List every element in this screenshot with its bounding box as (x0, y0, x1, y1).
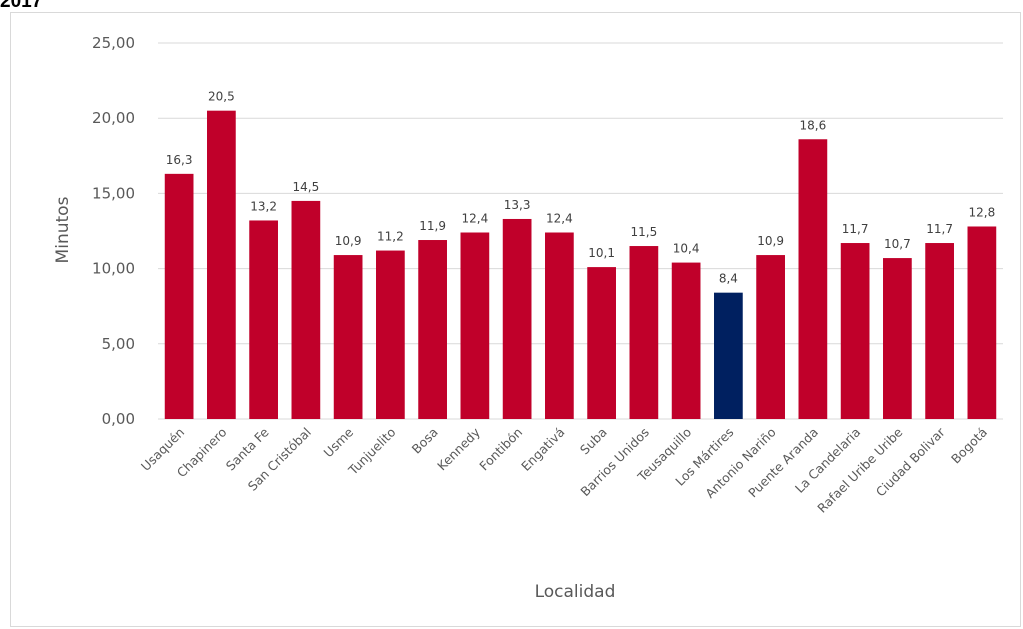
bar (333, 255, 363, 419)
x-tick-label: Bogotá (948, 425, 990, 467)
bar (460, 232, 490, 419)
y-tick-label: 25,00 (92, 34, 135, 52)
bar (376, 250, 405, 419)
data-label: 11,7 (842, 222, 869, 236)
data-label: 11,5 (631, 225, 658, 239)
chart-title-fragment: 2017 (0, 0, 43, 12)
bar (249, 220, 278, 419)
data-label: 13,3 (504, 198, 531, 212)
x-tick-label: Kennedy (434, 424, 483, 473)
x-tick-label: Usme (321, 424, 357, 460)
x-tick-label: Fontibón (476, 425, 525, 474)
y-tick-label: 10,00 (92, 260, 135, 278)
bar (291, 200, 321, 419)
data-label: 12,8 (969, 205, 996, 219)
bar (629, 246, 659, 419)
data-label: 18,6 (800, 118, 827, 132)
x-tick-label: Bosa (409, 425, 441, 457)
y-tick-label: 0,00 (102, 410, 135, 428)
bar (207, 110, 236, 420)
bar (164, 173, 194, 419)
data-label: 20,5 (208, 90, 235, 104)
bar (840, 243, 870, 419)
bar (587, 267, 616, 419)
y-tick-label: 15,00 (92, 184, 135, 202)
bar (502, 218, 532, 419)
data-label: 12,4 (462, 212, 489, 226)
data-label: 11,7 (926, 222, 953, 236)
x-tick-label: Engativá (518, 425, 567, 474)
data-label: 10,7 (884, 237, 911, 251)
bar (798, 139, 828, 420)
data-label: 10,9 (757, 234, 784, 248)
x-axis-title: Localidad (535, 582, 616, 602)
bar (756, 255, 785, 419)
data-label: 11,9 (419, 219, 446, 233)
y-tick-label: 20,00 (92, 109, 135, 127)
bar (714, 292, 743, 419)
data-label: 14,5 (293, 180, 320, 194)
bar (967, 226, 997, 419)
bar (545, 232, 574, 419)
y-axis-title: Minutos (53, 196, 73, 263)
data-label: 8,4 (719, 272, 738, 286)
bar (671, 262, 701, 419)
data-label: 11,2 (377, 230, 404, 244)
bar (418, 240, 447, 419)
data-label: 13,2 (250, 199, 277, 213)
data-label: 10,9 (335, 234, 362, 248)
x-tick-label: Suba (577, 425, 610, 458)
data-label: 16,3 (166, 153, 193, 167)
data-label: 12,4 (546, 212, 573, 226)
bar (883, 258, 912, 419)
data-label: 10,1 (588, 246, 615, 260)
y-tick-label: 5,00 (102, 335, 135, 353)
data-label: 10,4 (673, 242, 700, 256)
bar (925, 243, 954, 419)
